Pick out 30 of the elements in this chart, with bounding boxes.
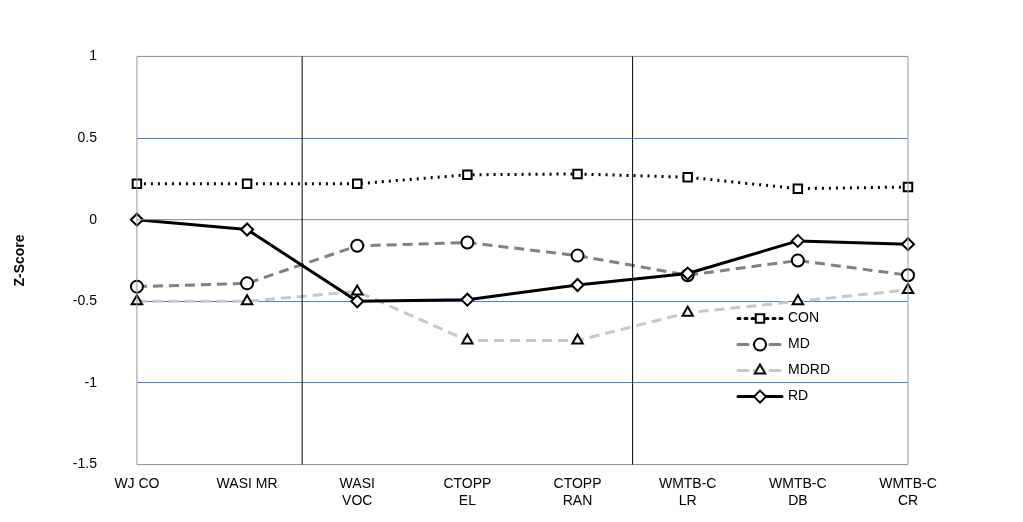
y-tick-label: -1 — [84, 373, 98, 390]
x-tick-label: WASI VOC — [339, 474, 375, 508]
x-tick-label: WASI MR — [216, 474, 278, 491]
point — [462, 169, 473, 181]
y-tick-label: -0.5 — [72, 292, 98, 309]
legend-label: RD — [788, 387, 809, 404]
y-tick-label: -1.5 — [72, 455, 98, 472]
point — [572, 168, 583, 180]
legend-label: CON — [788, 309, 820, 326]
point — [682, 171, 693, 183]
point — [460, 292, 475, 307]
point — [350, 294, 365, 309]
legend-label: MDRD — [788, 361, 830, 378]
x-tick-label: CTOPP EL — [443, 474, 492, 508]
point — [240, 222, 255, 237]
point — [792, 183, 804, 194]
point — [241, 178, 253, 189]
point — [351, 178, 363, 189]
point — [790, 233, 805, 248]
point — [570, 277, 585, 292]
y-tick-label: 1 — [89, 47, 98, 64]
x-tick-label: WMTB-C CR — [879, 474, 937, 508]
legend-label: MD — [788, 335, 810, 352]
y-tick-label: 0 — [89, 210, 98, 227]
x-tick-label: CTOPP RAN — [553, 474, 602, 508]
y-axis-title: Z-Score — [11, 234, 28, 287]
x-tick-label: WMTB-C DB — [769, 474, 827, 508]
x-tick-label: WJ CO — [114, 474, 160, 491]
y-tick-label: 0.5 — [77, 128, 98, 145]
x-tick-label: WMTB-C LR — [658, 474, 717, 508]
